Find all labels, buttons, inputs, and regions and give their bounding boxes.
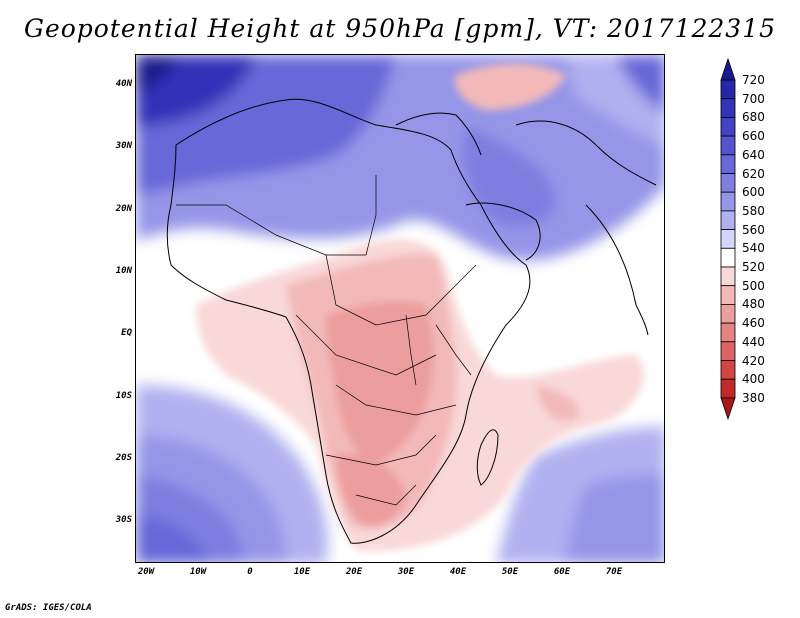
colorbar (720, 58, 736, 421)
colorbar-label: 440 (742, 334, 765, 349)
colorbar-label: 700 (742, 91, 765, 106)
high-height-region (136, 55, 664, 562)
colorbar-arrow-top (720, 58, 736, 81)
grads-credit: GrADS: IGES/COLA (5, 603, 92, 613)
colorbar-label: 480 (742, 297, 765, 312)
colorbar-cell (720, 191, 736, 212)
colorbar-cell (720, 266, 736, 287)
coastlines (166, 98, 657, 544)
colorbar-cell (720, 322, 736, 343)
lon-label-0: 0 (247, 567, 253, 577)
lon-label-20w: 20W (137, 567, 155, 577)
lat-label-20s: 20S (115, 453, 132, 463)
lat-label-20n: 20N (115, 204, 132, 214)
lon-label-30e: 30E (397, 567, 415, 577)
lon-label-50e: 50E (501, 567, 519, 577)
lon-label-10e: 10E (293, 567, 311, 577)
colorbar-cell (720, 247, 736, 268)
low-height-region (196, 63, 644, 551)
colorbar-cell (720, 154, 736, 174)
colorbar-cell (720, 210, 736, 230)
lon-label-40e: 40E (449, 567, 467, 577)
colorbar-label: 520 (742, 260, 765, 274)
lat-label-10n: 10N (115, 266, 132, 276)
colorbar-cell (720, 303, 736, 324)
colorbar-label: 420 (742, 353, 765, 368)
colorbar-label: 540 (742, 241, 765, 256)
colorbar-arrow-bottom (720, 397, 736, 421)
colorbar-cell (720, 117, 736, 137)
colorbar-label: 380 (742, 390, 765, 405)
colorbar-label: 620 (742, 166, 765, 181)
colorbar-cell (720, 79, 736, 100)
lon-label-60e: 60E (553, 567, 571, 577)
colorbar-cell (720, 135, 736, 156)
map-title: Geopotential Height at 950hPa [gpm], VT:… (23, 14, 777, 43)
colorbar-cell (720, 229, 736, 249)
colorbar-cell (720, 341, 736, 361)
lon-label-10w: 10W (189, 567, 207, 577)
colorbar-label: 720 (742, 73, 765, 87)
lon-label-20e: 20E (345, 567, 363, 577)
colorbar-label: 400 (742, 372, 765, 387)
geopotential-field (136, 55, 664, 562)
colorbar-label: 560 (742, 222, 765, 237)
colorbar-cell (720, 360, 736, 380)
lat-label-10s: 10S (115, 391, 132, 401)
colorbar-label: 640 (742, 147, 765, 162)
lon-label-70e: 70E (605, 567, 623, 577)
lat-label-40n: 40N (115, 79, 132, 89)
colorbar-cell (720, 173, 736, 193)
colorbar-label: 680 (742, 110, 765, 125)
colorbar-label: 580 (742, 203, 765, 218)
colorbar-label: 660 (742, 129, 765, 144)
colorbar-label: 460 (742, 316, 765, 331)
colorbar-label: 600 (742, 185, 765, 200)
colorbar-cell (720, 98, 736, 118)
lat-label-eq: EQ (121, 328, 132, 338)
colorbar-cell (720, 285, 736, 305)
colorbar-cell (720, 378, 736, 399)
map-plot-area (135, 54, 665, 563)
country-borders (176, 175, 477, 506)
lat-label-30s: 30S (115, 515, 132, 525)
lat-label-30n: 30N (115, 141, 132, 151)
colorbar-label: 500 (742, 278, 765, 293)
